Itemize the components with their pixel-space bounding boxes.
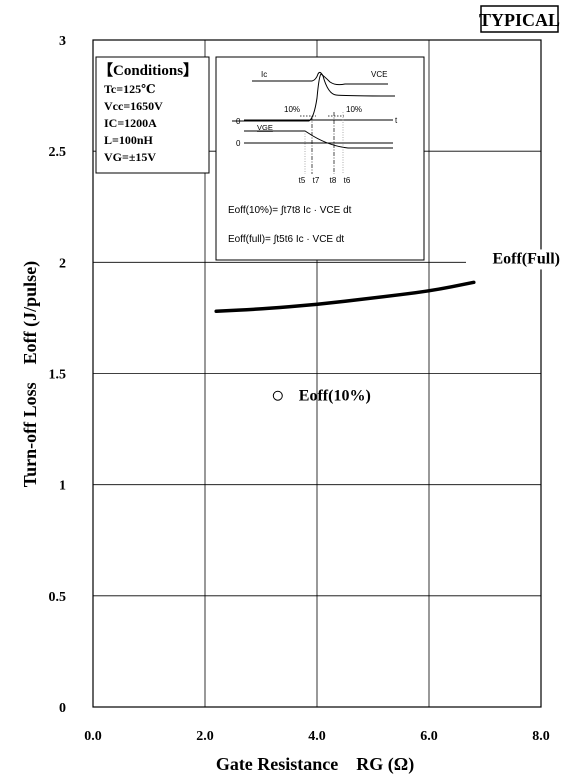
series-label-eoff-full: Eoff(Full) [492, 250, 560, 267]
t6-label: t6 [344, 176, 351, 185]
formula-eoff-10: Eoff(10%)= ∫t7t8 Ic · VCE dt [228, 205, 352, 216]
condition-line-vg: VG=±15V [104, 150, 156, 164]
typical-badge: TYPICAL [479, 6, 560, 32]
x-tick-label: 6.0 [420, 729, 438, 744]
y-tick-label: 2.5 [49, 145, 67, 160]
series-marker-eoff-10 [273, 391, 282, 400]
y-tick-label: 0.5 [49, 590, 67, 605]
vge-label: VGE [257, 123, 273, 132]
condition-line-vcc: Vcc=1650V [104, 99, 163, 113]
series-line-eoff-full [216, 282, 474, 311]
t7-label: t7 [313, 176, 320, 185]
x-tick-label: 2.0 [196, 729, 214, 744]
vce-label: VCE [371, 70, 387, 79]
conditions-heading: 【Conditions】 [98, 61, 198, 79]
ic-label: Ic [261, 70, 267, 79]
y-tick-label: 1.5 [49, 368, 67, 383]
y-axis-label: Turn-off Loss Eoff (J/pulse) [20, 261, 41, 487]
condition-line-tc: Tc=125℃ [104, 82, 155, 96]
formula-eoff-full: Eoff(full)= ∫t5t6 Ic · VCE dt [228, 234, 344, 245]
condition-line-l: L=100nH [104, 133, 154, 147]
chart-series [216, 282, 474, 400]
condition-line-ic: IC=1200A [104, 116, 157, 130]
pct-right-label: 10% [346, 105, 362, 114]
waveform-inset: Ic VCE 10% 10% 0 0 t VGE t5 t7 t8 t6 Eof… [216, 57, 424, 260]
x-axis-label: Gate Resistance RG (Ω) [216, 754, 414, 775]
y-tick-label: 0 [59, 701, 66, 716]
y-tick-label: 3 [59, 34, 66, 49]
typical-badge-text: TYPICAL [479, 10, 560, 30]
x-tick-label: 0.0 [84, 729, 102, 744]
pct-left-label: 10% [284, 105, 300, 114]
zero-label-bottom: 0 [236, 139, 241, 148]
x-tick-label: 4.0 [308, 729, 326, 744]
conditions-box: 【Conditions】 Tc=125℃ Vcc=1650V IC=1200A … [96, 57, 209, 173]
y-tick-label: 2 [59, 256, 66, 271]
t8-label: t8 [330, 176, 337, 185]
y-tick-label: 1 [59, 479, 66, 494]
series-label-eoff-10: Eoff(10%) [299, 388, 371, 405]
t5-label: t5 [299, 176, 306, 185]
zero-label-top: 0 [236, 117, 241, 126]
x-tick-label: 8.0 [532, 729, 550, 744]
